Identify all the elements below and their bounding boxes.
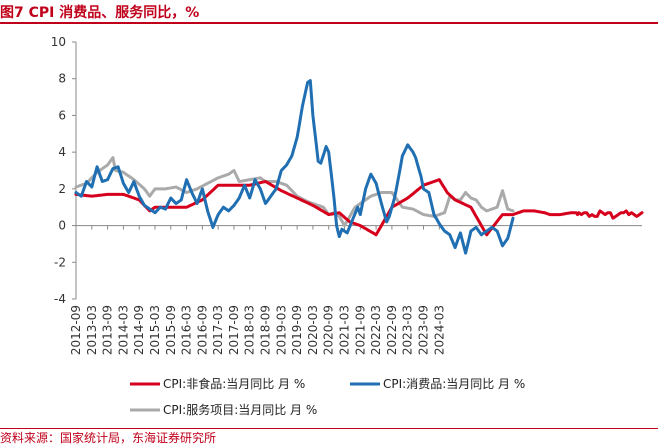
y-axis: -4 -2 0 2 4 6 8 10 [51, 35, 77, 306]
x-tick-label: 2014-03 [116, 305, 130, 355]
x-tick-label: 2018-03 [243, 305, 257, 355]
x-tick-label: 2020-03 [306, 305, 320, 355]
x-tick-label: 2022-09 [385, 305, 399, 355]
x-tick-label: 2024-03 [432, 305, 446, 355]
series-line-0 [74, 178, 644, 237]
x-tick-label: 2016-03 [180, 305, 194, 355]
x-tick-label: 2018-09 [259, 305, 273, 355]
x-tick-label: 2013-09 [101, 305, 115, 355]
legend: CPI:非食品:当月同比 月 % CPI:消费品:当月同比 月 % CPI:服务项目… [130, 376, 525, 417]
series-lines [74, 79, 644, 255]
y-tick-label: -4 [54, 292, 66, 306]
y-tick-label: -2 [54, 255, 66, 269]
x-tick-label: 2021-03 [338, 305, 352, 355]
legend-label: CPI:消费品:当月同比 月 % [383, 377, 525, 391]
x-tick-label: 2023-09 [416, 305, 430, 355]
series-line-2 [74, 156, 515, 228]
source-note: 资料来源：国家统计局，东海证券研究所 [0, 431, 217, 445]
footer-rule [0, 428, 658, 429]
y-tick-label: 6 [58, 108, 66, 122]
y-tick-label: 10 [51, 35, 66, 49]
x-axis: 2012-09 2013-03 2013-09 2014-03 2014-09 2015-… [69, 225, 642, 355]
x-tick-label: 2019-09 [290, 305, 304, 355]
x-tick-label: 2015-03 [148, 305, 162, 355]
x-tick-label: 2017-03 [211, 305, 225, 355]
x-tick-label: 2013-03 [85, 305, 99, 355]
title-underline [0, 22, 658, 24]
x-tick-label: 2020-09 [322, 305, 336, 355]
legend-label: CPI:非食品:当月同比 月 % [163, 376, 305, 391]
x-tick-label: 2014-09 [132, 305, 146, 355]
legend-label: CPI:服务项目:当月同比 月 % [163, 402, 317, 417]
x-tick-label: 2019-03 [274, 305, 288, 355]
x-tick-label: 2022-03 [369, 305, 383, 355]
x-tick-label: 2023-03 [401, 305, 415, 355]
x-tick-label: 2016-09 [195, 305, 209, 355]
y-tick-label: 8 [58, 72, 66, 86]
series-line-1 [74, 79, 515, 255]
x-tick-label: 2021-09 [353, 305, 367, 355]
x-tick-label: 2017-09 [227, 305, 241, 355]
y-tick-label: 2 [58, 182, 66, 196]
y-tick-label: 4 [58, 145, 66, 159]
x-tick-label: 2012-09 [69, 305, 83, 355]
chart-title: 图7 CPI 消费品、服务同比，% [0, 5, 200, 21]
x-tick-label: 2015-09 [164, 305, 178, 355]
y-tick-label: 0 [58, 219, 66, 233]
